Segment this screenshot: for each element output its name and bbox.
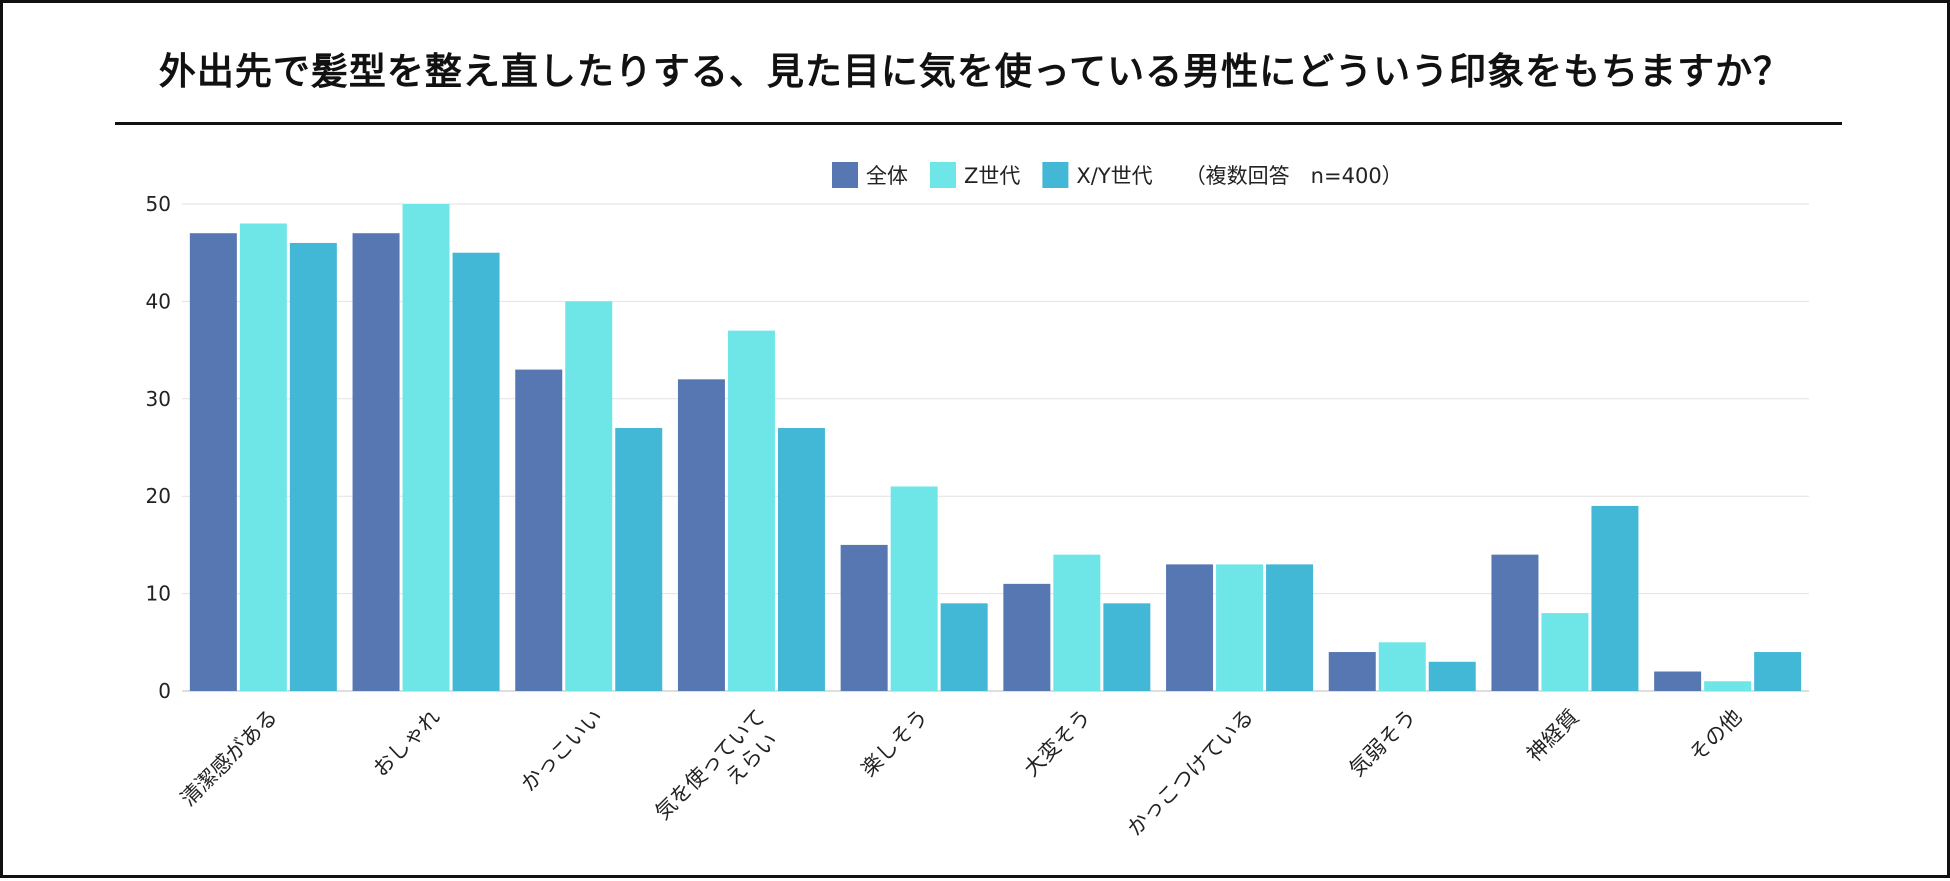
title-divider bbox=[115, 122, 1842, 125]
category-label-line: 大変そう bbox=[1019, 705, 1095, 781]
category-label: 楽しそう bbox=[857, 705, 933, 781]
bar-2-7 bbox=[1216, 564, 1264, 691]
category-label-line: かっこいい bbox=[516, 705, 607, 796]
y-tick-label: 50 bbox=[146, 192, 171, 216]
category-label-line: おしゃれ bbox=[368, 705, 444, 781]
bar-1-7 bbox=[1166, 564, 1214, 691]
legend-label-2: Z世代 bbox=[964, 164, 1020, 188]
legend-note: （複数回答 n=400） bbox=[1185, 164, 1403, 188]
bar-3-6 bbox=[1103, 603, 1151, 691]
bar-2-10 bbox=[1704, 681, 1752, 691]
bar-2-8 bbox=[1378, 642, 1426, 691]
bar-1-9 bbox=[1491, 554, 1539, 691]
category-label: 神経質 bbox=[1522, 705, 1584, 767]
category-label-line: 楽しそう bbox=[857, 705, 933, 781]
bar-2-4 bbox=[727, 330, 775, 691]
bar-3-3 bbox=[615, 428, 663, 691]
bar-3-7 bbox=[1266, 564, 1314, 691]
bar-1-1 bbox=[189, 233, 237, 691]
legend-swatch-1 bbox=[832, 162, 858, 188]
bar-3-5 bbox=[940, 603, 988, 691]
legend-label-1: 全体 bbox=[866, 164, 908, 188]
category-label: 気を使っていてえらい bbox=[650, 705, 788, 843]
category-label: かっこいい bbox=[516, 705, 607, 796]
bar-2-1 bbox=[239, 223, 287, 692]
y-tick-label: 40 bbox=[146, 289, 171, 313]
category-label-line: その他 bbox=[1685, 705, 1747, 767]
category-label: 清潔感がある bbox=[176, 705, 282, 811]
bar-1-4 bbox=[677, 379, 725, 691]
category-label-line: 清潔感がある bbox=[176, 705, 282, 811]
legend-label-3: X/Y世代 bbox=[1076, 164, 1152, 188]
bar-2-5 bbox=[890, 486, 938, 691]
bar-1-3 bbox=[515, 369, 563, 691]
y-tick-label: 20 bbox=[146, 484, 171, 508]
category-label: かっこつけている bbox=[1123, 705, 1259, 841]
category-label: 大変そう bbox=[1019, 705, 1095, 781]
bar-3-1 bbox=[289, 242, 337, 691]
bar-2-9 bbox=[1541, 613, 1589, 691]
bar-3-10 bbox=[1754, 652, 1802, 691]
y-tick-label: 0 bbox=[158, 679, 171, 703]
bar-2-6 bbox=[1053, 554, 1101, 691]
y-tick-label: 30 bbox=[146, 387, 171, 411]
bar-1-10 bbox=[1654, 671, 1702, 691]
bar-1-5 bbox=[840, 544, 888, 691]
bar-2-3 bbox=[565, 301, 613, 691]
category-label-line: 神経質 bbox=[1522, 705, 1584, 767]
category-label: 気弱そう bbox=[1345, 705, 1421, 781]
category-label-line: かっこつけている bbox=[1123, 705, 1259, 841]
bar-3-9 bbox=[1591, 505, 1639, 691]
y-tick-label: 10 bbox=[146, 582, 171, 606]
bar-3-8 bbox=[1428, 661, 1476, 691]
bar-chart: 0 10 20 30 40 50 清潔感がある おしゃれ かっこいい 気を使っていてえらい 楽しそう… bbox=[146, 162, 1809, 843]
chart-title: 外出先で髪型を整え直したりする、見た目に気を使っている男性にどういう印象をもちま… bbox=[158, 50, 1792, 93]
bar-2-2 bbox=[402, 204, 450, 691]
bar-3-4 bbox=[777, 428, 825, 691]
category-label: その他 bbox=[1685, 705, 1747, 767]
legend-swatch-2 bbox=[930, 162, 956, 188]
bar-1-6 bbox=[1003, 583, 1051, 691]
category-label: おしゃれ bbox=[368, 705, 444, 781]
legend-swatch-3 bbox=[1042, 162, 1069, 188]
bar-1-2 bbox=[352, 233, 400, 691]
bar-1-8 bbox=[1328, 652, 1376, 691]
category-label-line: 気弱そう bbox=[1345, 705, 1421, 781]
bar-3-2 bbox=[452, 252, 500, 691]
